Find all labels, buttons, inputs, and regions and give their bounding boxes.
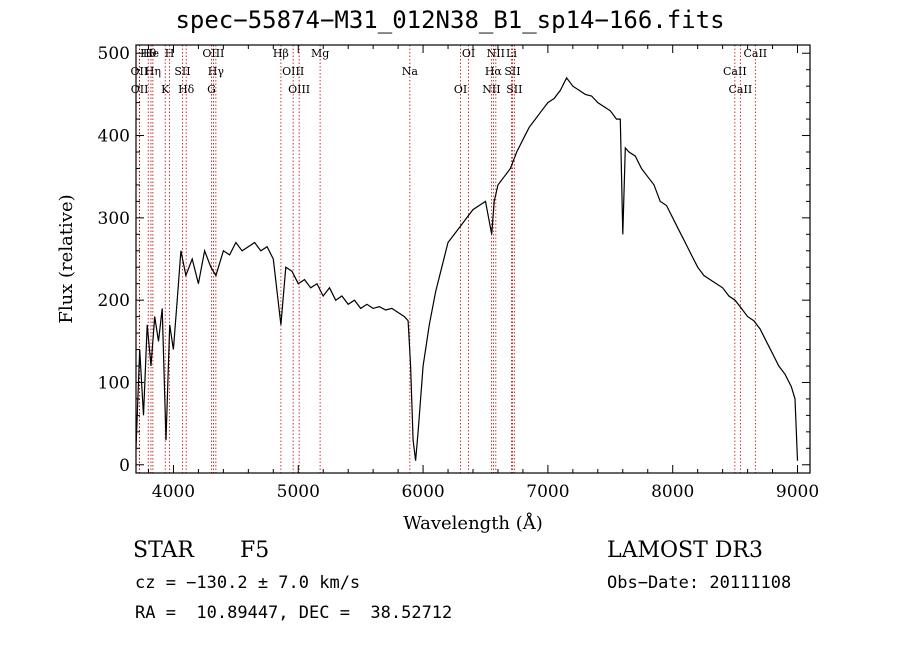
x-axis-ticks: 4000 5000 6000 7000 8000 9000 [147, 45, 819, 502]
line-marker-label: Mg [311, 47, 329, 60]
line-marker-label: NII [487, 47, 505, 60]
line-marker-label: Hη [145, 65, 161, 78]
line-marker-label: Hα [485, 65, 503, 78]
x-tick-label: 4000 [152, 482, 195, 502]
line-marker-label: Na [402, 65, 419, 78]
coordinates-text: RA = 10.89447, DEC = 38.52712 [135, 603, 453, 623]
x-axis-label: Wavelength (Å) [403, 512, 543, 534]
line-marker-label: SII [506, 83, 522, 96]
y-axis-label: Flux (relative) [56, 194, 77, 323]
line-marker-label: Hβ [273, 47, 289, 60]
y-tick-label: 100 [98, 373, 130, 393]
line-marker-labels: Hθ OII OII He HηK H SII Hδ OIII Hγ G Hβ OIII OIII Mg Na… [131, 47, 768, 96]
line-marker-label: CaII [743, 47, 767, 60]
line-marker-label: Hθ [140, 47, 157, 60]
line-marker-label: K [161, 83, 170, 96]
line-marker-label: G [207, 83, 216, 96]
survey-name: LAMOST DR3 [607, 538, 763, 563]
y-tick-label: 500 [98, 44, 130, 64]
spectrum-line [135, 76, 799, 461]
x-tick-label: 5000 [277, 482, 320, 502]
line-marker-label: Hγ [208, 65, 225, 78]
line-marker-label: OIII [288, 83, 310, 96]
line-marker-label: Li [506, 47, 517, 60]
line-marker-label: OI [454, 83, 467, 96]
line-marker-label: NII [482, 83, 500, 96]
line-markers [138, 45, 756, 473]
y-tick-label: 400 [98, 127, 130, 147]
line-marker-label: H [165, 47, 175, 60]
line-marker-label: OIII [202, 47, 224, 60]
chart-title: spec−55874−M31_012N38_B1_sp14−166.fits [175, 6, 725, 34]
line-marker-label: Hδ [178, 83, 195, 96]
x-tick-label: 9000 [776, 482, 819, 502]
line-marker-label: SII [504, 65, 520, 78]
x-tick-label: 8000 [651, 482, 694, 502]
line-marker-label: OIII [282, 65, 304, 78]
x-tick-label: 6000 [401, 482, 444, 502]
observation-date: Obs−Date: 20111108 [607, 573, 792, 593]
line-marker-label: He [143, 47, 159, 60]
line-marker-label: CaII [723, 65, 747, 78]
spectral-class: STAR [133, 538, 194, 563]
y-axis-ticks: 0 100 200 300 400 500 [98, 44, 810, 476]
line-marker-label: OII [131, 65, 149, 78]
redshift-text: cz = −130.2 ± 7.0 km/s [135, 573, 361, 593]
x-tick-label: 7000 [526, 482, 569, 502]
line-marker-label: CaII [729, 83, 753, 96]
plot-frame [135, 44, 811, 474]
y-tick-label: 0 [119, 456, 130, 476]
line-marker-label: OII [131, 83, 149, 96]
y-tick-label: 300 [98, 209, 130, 229]
spectral-subclass: F5 [240, 538, 270, 563]
y-tick-label: 200 [98, 291, 130, 311]
line-marker-label: OI [462, 47, 475, 60]
line-marker-label: SII [174, 65, 190, 78]
